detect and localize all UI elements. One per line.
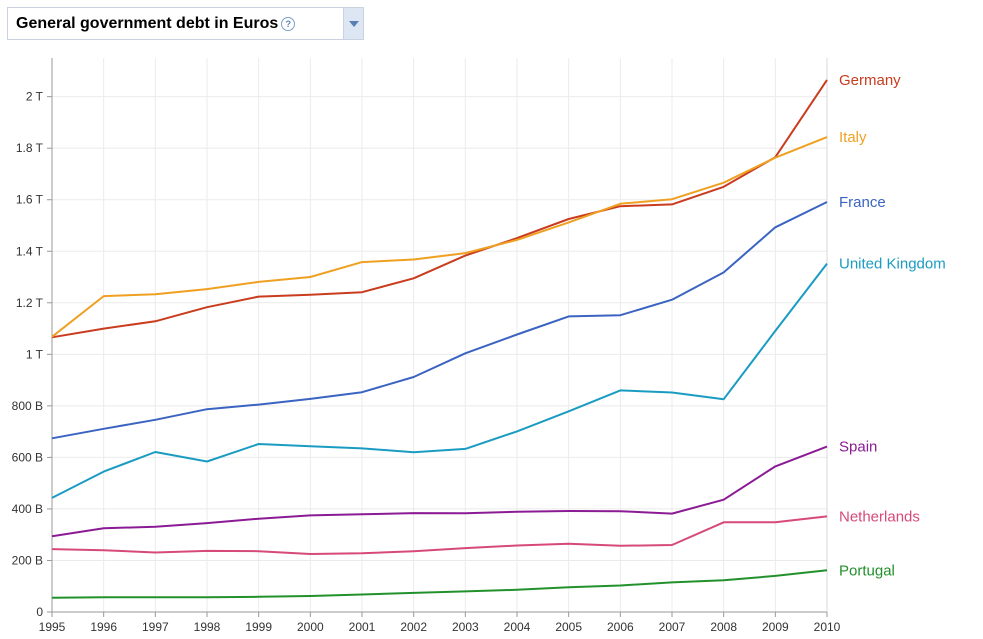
series-label-italy[interactable]: Italy bbox=[839, 129, 867, 146]
series-label-portugal[interactable]: Portugal bbox=[839, 562, 895, 579]
x-tick-label: 1997 bbox=[142, 620, 169, 634]
y-tick-label: 1.6 T bbox=[16, 193, 44, 207]
series-line-france[interactable] bbox=[51, 201, 828, 440]
x-tick-label: 1999 bbox=[245, 620, 272, 634]
series-label-france[interactable]: France bbox=[839, 194, 886, 211]
series-label-netherlands[interactable]: Netherlands bbox=[839, 508, 920, 525]
series-lines bbox=[51, 79, 828, 599]
x-tick-label: 2005 bbox=[555, 620, 582, 634]
y-tick-label: 1.4 T bbox=[16, 244, 44, 258]
x-tick-label: 1995 bbox=[39, 620, 66, 634]
y-tick-label: 800 B bbox=[12, 399, 43, 413]
axes bbox=[47, 58, 828, 617]
x-tick-label: 2004 bbox=[504, 620, 531, 634]
help-icon[interactable]: ? bbox=[281, 17, 296, 31]
series-line-netherlands[interactable] bbox=[51, 515, 828, 555]
x-tick-label: 2009 bbox=[762, 620, 789, 634]
series-line-spain[interactable] bbox=[51, 445, 828, 538]
y-tick-label: 2 T bbox=[26, 90, 44, 104]
x-tick-label: 2008 bbox=[710, 620, 737, 634]
series-label-spain[interactable]: Spain bbox=[839, 439, 877, 456]
x-tick-label: 2010 bbox=[814, 620, 841, 634]
series-label-germany[interactable]: Germany bbox=[839, 72, 901, 89]
x-tick-label: 2002 bbox=[400, 620, 427, 634]
series-labels: Germany Italy France United Kingdom Spain Net… bbox=[839, 72, 946, 579]
chart-title: General government debt in Euros? bbox=[16, 15, 296, 33]
x-tick-label: 2006 bbox=[607, 620, 634, 634]
x-tick-label: 2000 bbox=[297, 620, 324, 634]
dropdown-button[interactable] bbox=[343, 8, 363, 39]
x-axis-tick-labels: 1995 1996 1997 1998 1999 2000 2001 2002 2003 2004… bbox=[39, 620, 841, 634]
x-tick-label: 1998 bbox=[194, 620, 221, 634]
series-line-germany[interactable] bbox=[51, 79, 828, 339]
chevron-down-icon bbox=[349, 21, 359, 27]
x-tick-label: 1996 bbox=[90, 620, 117, 634]
y-tick-label: 1 T bbox=[26, 347, 44, 361]
y-tick-label: 0 bbox=[36, 605, 43, 619]
series-label-united-kingdom[interactable]: United Kingdom bbox=[839, 256, 946, 273]
series-line-united-kingdom[interactable] bbox=[51, 262, 828, 499]
x-tick-label: 2003 bbox=[452, 620, 479, 634]
x-tick-label: 2001 bbox=[349, 620, 376, 634]
y-axis-tick-labels: 0 200 B 400 B 600 B 800 B 1 T 1.2 T 1.4 T 1.6 T 1… bbox=[12, 90, 44, 619]
y-tick-label: 600 B bbox=[12, 450, 43, 464]
x-tick-label: 2007 bbox=[659, 620, 686, 634]
y-tick-label: 1.2 T bbox=[16, 296, 44, 310]
series-line-italy[interactable] bbox=[51, 136, 828, 338]
y-tick-label: 1.8 T bbox=[16, 141, 44, 155]
y-tick-label: 200 B bbox=[12, 553, 43, 567]
series-line-portugal[interactable] bbox=[51, 569, 828, 599]
grid bbox=[52, 58, 828, 612]
y-tick-label: 400 B bbox=[12, 502, 43, 516]
chart-title-selector[interactable]: General government debt in Euros? bbox=[7, 7, 364, 40]
